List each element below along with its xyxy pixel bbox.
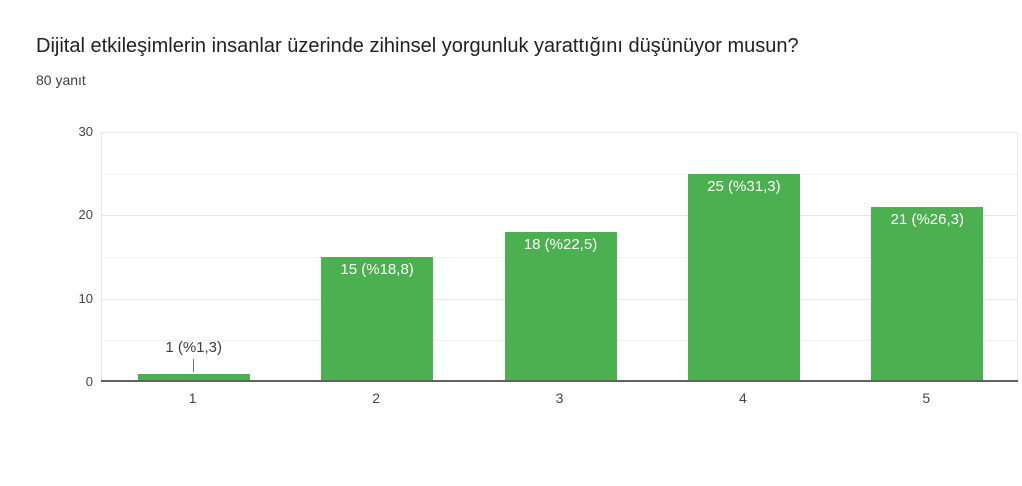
callout-line bbox=[193, 358, 195, 372]
x-axis-line bbox=[101, 380, 1018, 382]
plot-area: 1 (%1,3) 15 (%18,8) 18 (%22,5) 25 (%31,3) 21… bbox=[101, 132, 1018, 382]
y-tick-label: 30 bbox=[78, 124, 93, 139]
bar[interactable] bbox=[137, 373, 250, 382]
response-count: 80 yanıt bbox=[36, 72, 86, 88]
bar-value-label: 15 (%18,8) bbox=[340, 261, 414, 278]
bar[interactable] bbox=[321, 257, 434, 382]
x-tick-label: 1 bbox=[188, 390, 197, 406]
gridline-major bbox=[102, 132, 1017, 133]
gridline-minor bbox=[102, 173, 1017, 175]
gridline-major bbox=[102, 215, 1017, 217]
question-title: Dijital etkileşimlerin insanlar üzerinde… bbox=[36, 35, 799, 57]
bar[interactable] bbox=[687, 173, 800, 382]
bar-value-label: 1 (%1,3) bbox=[165, 338, 223, 356]
x-tick-label: 3 bbox=[555, 390, 564, 406]
x-tick-label: 5 bbox=[922, 390, 931, 406]
bar-value-label: 18 (%22,5) bbox=[523, 236, 598, 253]
bar[interactable] bbox=[504, 232, 617, 382]
y-tick-label: 0 bbox=[85, 374, 93, 389]
y-tick-label: 20 bbox=[78, 207, 93, 223]
x-tick-label: 2 bbox=[372, 390, 380, 406]
bar-value-label: 25 (%31,3) bbox=[707, 177, 781, 195]
x-tick-label: 4 bbox=[738, 390, 747, 406]
bar-value-label: 21 (%26,3) bbox=[890, 211, 964, 228]
bar[interactable] bbox=[871, 207, 984, 382]
y-tick-label: 10 bbox=[78, 290, 93, 306]
